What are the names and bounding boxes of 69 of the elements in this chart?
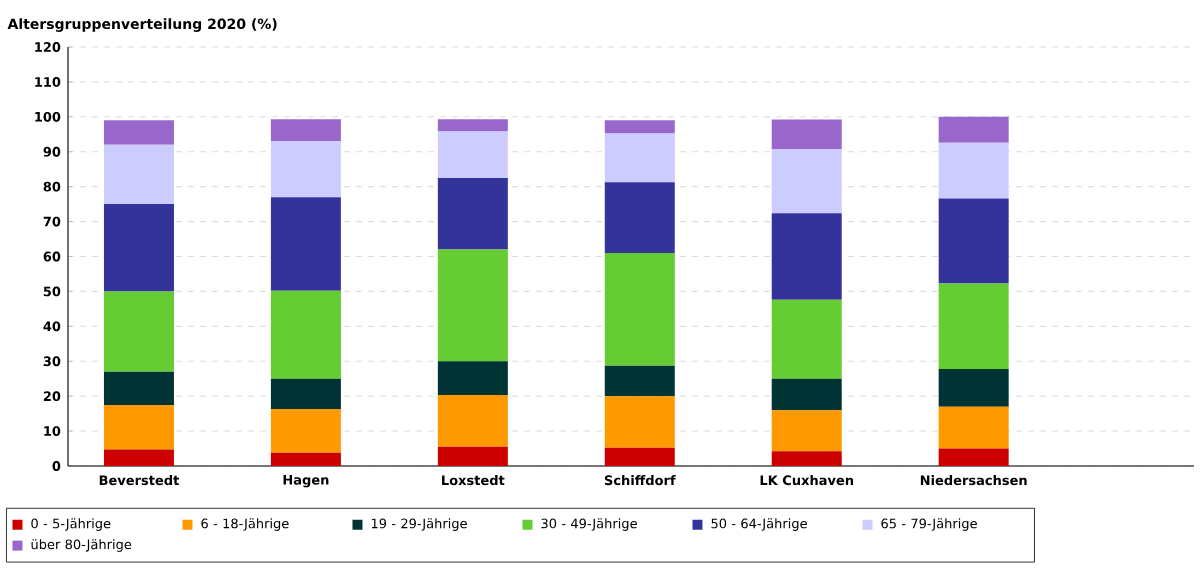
- bar: [604, 120, 675, 134]
- bar: [938, 198, 1009, 284]
- bar: [103, 144, 174, 205]
- bar: [437, 131, 508, 178]
- bar: [604, 396, 675, 448]
- bar: [938, 283, 1009, 369]
- y-tick-label: 80: [43, 181, 61, 192]
- y-tick-label: 90: [43, 146, 61, 157]
- bar: [771, 451, 842, 466]
- bar: [604, 447, 675, 466]
- legend-label: 30 - 49-Jährige: [541, 518, 637, 531]
- y-tick-label: 70: [43, 216, 61, 227]
- bar: [103, 404, 174, 450]
- bar: [771, 149, 842, 214]
- bar: [270, 197, 341, 291]
- bar: [270, 119, 341, 142]
- bar: [103, 120, 174, 145]
- x-tick-label: Loxstedt: [442, 475, 505, 486]
- x-tick-label: Beverstedt: [99, 475, 179, 486]
- chart-title: Altersgruppenverteilung 2020 (%): [7, 18, 277, 32]
- legend-label: 50 - 64-Jährige: [711, 518, 807, 531]
- bar: [938, 406, 1009, 449]
- y-tick-label: 20: [43, 391, 61, 402]
- legend-label: 0 - 5-Jährige: [31, 518, 111, 531]
- y-tick-label: 110: [35, 77, 61, 87]
- bar: [437, 249, 508, 362]
- bar: [270, 409, 341, 453]
- bar: [771, 378, 842, 411]
- bar: [938, 368, 1009, 407]
- y-tick-label: 0: [52, 461, 61, 471]
- y-tick-label: 100: [35, 111, 61, 122]
- x-tick-label: LK Cuxhaven: [760, 475, 854, 486]
- bar: [604, 133, 675, 183]
- bar: [103, 449, 174, 466]
- bar: [771, 299, 842, 379]
- bar: [437, 361, 508, 396]
- bar: [270, 452, 341, 466]
- y-tick-label: 10: [44, 426, 61, 436]
- bar: [437, 177, 508, 250]
- y-tick-label: 40: [43, 321, 61, 332]
- x-tick-label: Niedersachsen: [920, 475, 1027, 486]
- bar: [437, 395, 508, 447]
- bar: [771, 119, 842, 150]
- bar: [938, 448, 1009, 466]
- legend-label: über 80-Jährige: [31, 539, 132, 552]
- legend-label: 6 - 18-Jährige: [201, 518, 289, 531]
- bar: [270, 290, 341, 379]
- x-tick-label: Schiffdorf: [604, 475, 676, 486]
- bar: [604, 253, 675, 366]
- y-tick-label: 50: [43, 286, 61, 297]
- bar: [771, 213, 842, 300]
- bar: [604, 365, 675, 397]
- bar: [604, 182, 675, 254]
- y-tick-label: 30: [43, 356, 61, 367]
- bar: [938, 142, 1009, 199]
- bar: [270, 378, 341, 410]
- x-tick-label: Hagen: [283, 475, 329, 488]
- bar: [437, 119, 508, 132]
- legend-label: 65 - 79-Jährige: [881, 518, 977, 531]
- bar: [103, 204, 174, 292]
- bar: [270, 141, 341, 198]
- y-tick-label: 120: [35, 42, 61, 52]
- bar: [437, 446, 508, 466]
- legend-label: 19 - 29-Jährige: [371, 518, 467, 531]
- bar: [103, 291, 174, 372]
- bar: [103, 371, 174, 405]
- y-tick-label: 60: [43, 251, 61, 262]
- bar: [771, 410, 842, 452]
- bar: [938, 116, 1009, 143]
